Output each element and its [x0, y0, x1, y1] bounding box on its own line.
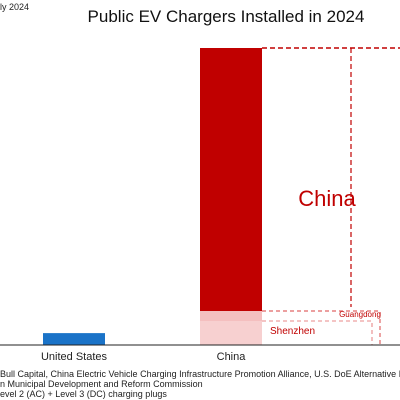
guangdong-outline [262, 310, 381, 345]
source-line-2: n Municipal Development and Reform Commi… [0, 379, 203, 389]
bar-united-states [43, 333, 105, 345]
shenzhen-outline [262, 320, 373, 345]
shenzhen-band [200, 321, 262, 345]
x-tick-labels: United States China [41, 351, 246, 363]
china-breakdown-group [200, 47, 400, 345]
x-tick-label-united-states: United States [41, 351, 108, 363]
annotation-china: China [298, 186, 356, 211]
date-note: ly 2024 [0, 2, 29, 12]
source-line-1: Bull Capital, China Electric Vehicle Cha… [0, 369, 400, 379]
chart-title: Public EV Chargers Installed in 2024 [88, 7, 365, 26]
bar-group [43, 48, 262, 345]
annotation-shenzhen: Shenzhen [270, 326, 315, 337]
source-line-3: evel 2 (AC) + Level 3 (DC) charging plug… [0, 389, 167, 399]
bar-china [200, 48, 262, 345]
annotation-guangdong: Guangdong [339, 310, 381, 319]
x-tick-label-china: China [217, 351, 247, 363]
